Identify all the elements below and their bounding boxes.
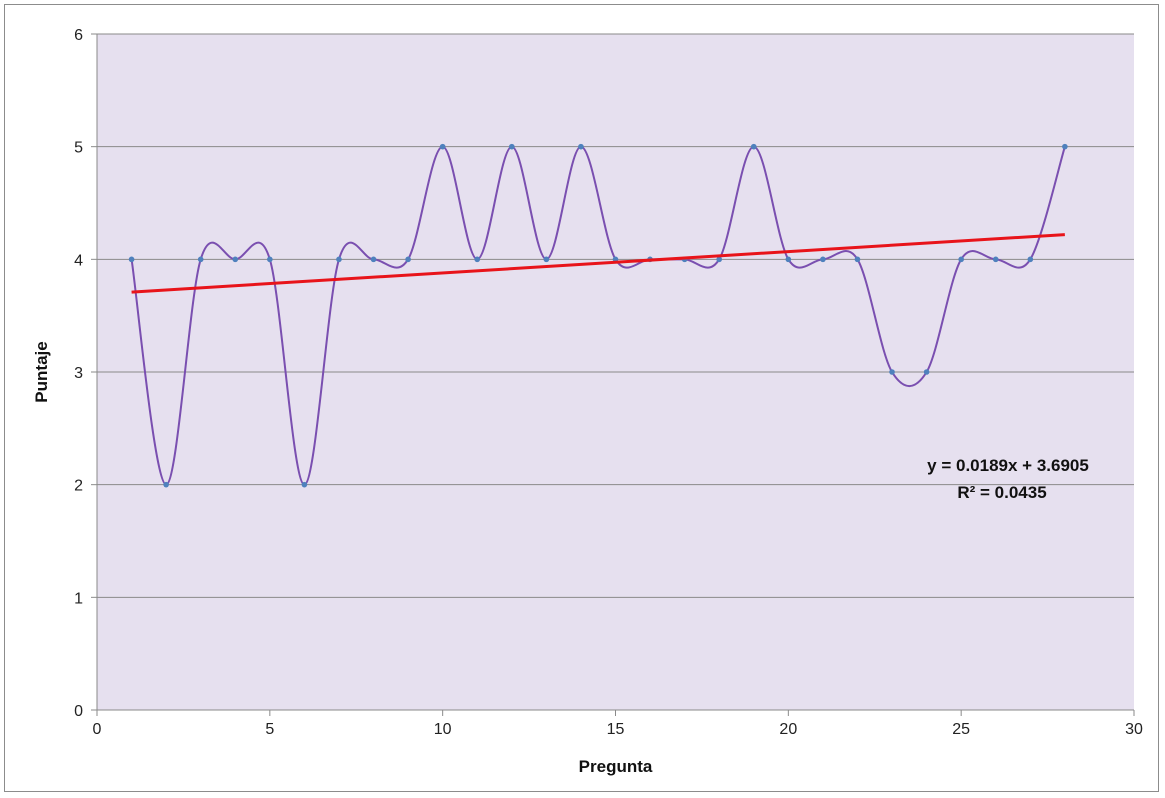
- data-point-19: [750, 143, 757, 150]
- data-point-10: [439, 143, 446, 150]
- y-axis-title: Puntaje: [32, 341, 51, 402]
- y-tick-label-5: 5: [74, 140, 83, 157]
- data-point-18: [716, 256, 722, 263]
- data-point-27: [1027, 256, 1034, 263]
- data-point-12: [509, 143, 515, 150]
- axes: [96, 34, 1134, 711]
- data-point-21: [820, 256, 826, 263]
- y-tick-label-1: 1: [74, 590, 83, 607]
- data-point-2: [163, 481, 169, 488]
- data-point-24: [923, 369, 930, 375]
- r-squared-label: R² = 0.0435: [957, 483, 1046, 502]
- data-point-8: [370, 256, 377, 263]
- data-point-22: [854, 256, 861, 263]
- series-group: [128, 143, 1068, 488]
- trendline-group: [131, 233, 1065, 294]
- x-tick-label-20: 20: [779, 721, 797, 738]
- y-tick-label-0: 0: [74, 703, 83, 720]
- x-tick-label-25: 25: [952, 721, 970, 738]
- data-point-4: [232, 256, 239, 263]
- data-point-5: [267, 256, 273, 263]
- data-point-25: [958, 256, 964, 263]
- trendline-equation: y = 0.0189x + 3.6905: [927, 456, 1089, 475]
- y-tick-label-2: 2: [74, 478, 83, 495]
- data-point-26: [992, 256, 999, 263]
- y-tick-label-4: 4: [74, 252, 83, 269]
- data-point-14: [578, 143, 584, 150]
- data-point-9: [405, 256, 411, 263]
- chart-frame: 0 1 2 3 4 5 6 0 5 10 15 20 25 30 Pregunta Puntaje y …: [4, 4, 1159, 792]
- data-point-28: [1062, 143, 1068, 150]
- x-tick-label-5: 5: [265, 721, 274, 738]
- y-tick-labels: 0 1 2 3 4 5 6: [74, 27, 83, 720]
- data-point-7: [336, 256, 342, 263]
- x-tick-labels: 0 5 10 15 20 25 30: [93, 721, 1143, 738]
- data-point-11: [474, 256, 481, 263]
- y-tick-label-3: 3: [74, 365, 83, 382]
- data-point-1: [128, 256, 135, 263]
- x-tick-label-15: 15: [607, 721, 625, 738]
- data-point-20: [785, 256, 792, 263]
- data-point-6: [301, 481, 308, 488]
- x-tick-label-30: 30: [1125, 721, 1143, 738]
- x-tick-label-0: 0: [93, 721, 102, 738]
- trendline: [131, 233, 1065, 294]
- line-chart: 0 1 2 3 4 5 6 0 5 10 15 20 25 30 Pregunta Puntaje y …: [32, 27, 1143, 776]
- data-point-23: [889, 369, 895, 375]
- x-tick-label-10: 10: [434, 721, 452, 738]
- data-point-3: [197, 256, 204, 263]
- x-axis-title: Pregunta: [579, 757, 653, 776]
- data-point-13: [543, 256, 550, 263]
- y-tick-label-6: 6: [74, 27, 83, 44]
